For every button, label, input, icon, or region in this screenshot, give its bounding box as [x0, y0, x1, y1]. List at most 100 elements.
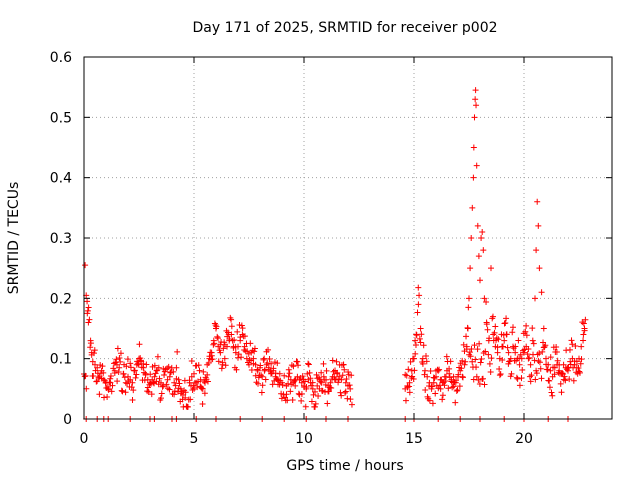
data-point — [221, 355, 228, 362]
data-point — [528, 372, 535, 379]
data-point — [553, 344, 560, 351]
data-point — [499, 356, 506, 363]
data-point — [502, 319, 509, 326]
data-point — [472, 96, 479, 103]
grid — [84, 57, 612, 419]
data-point — [200, 368, 207, 375]
data-point — [116, 364, 123, 371]
data-point — [148, 391, 155, 398]
data-point — [174, 348, 181, 355]
data-point — [219, 359, 226, 366]
data-point — [114, 378, 121, 385]
data-point — [129, 379, 136, 386]
data-point — [113, 356, 120, 363]
data-point — [243, 355, 250, 362]
data-point — [453, 388, 460, 395]
data-point — [261, 355, 268, 362]
data-point — [318, 379, 325, 386]
data-point — [526, 354, 533, 361]
data-point — [216, 347, 223, 354]
data-point — [231, 337, 238, 344]
data-point — [489, 313, 496, 320]
data-point — [198, 385, 205, 392]
data-point — [417, 325, 424, 332]
data-point — [318, 369, 325, 376]
data-point — [184, 403, 191, 410]
data-point — [99, 363, 106, 370]
data-point — [566, 346, 573, 353]
data-point — [484, 326, 491, 333]
data-point — [533, 247, 540, 254]
data-point — [410, 376, 417, 383]
data-point — [529, 325, 536, 332]
data-point — [504, 344, 511, 351]
data-point — [412, 350, 419, 357]
data-point — [135, 361, 142, 368]
data-point — [136, 341, 143, 348]
data-point — [247, 340, 254, 347]
data-point — [104, 394, 111, 401]
data-point — [402, 397, 409, 404]
data-point — [422, 352, 429, 359]
data-point — [112, 359, 119, 366]
data-point — [196, 367, 203, 374]
data-point — [529, 337, 536, 344]
data-point — [315, 374, 322, 381]
data-point — [238, 322, 245, 329]
data-point — [298, 379, 305, 386]
data-point — [154, 353, 161, 360]
data-point — [547, 354, 554, 361]
data-point — [188, 358, 195, 365]
data-point — [420, 342, 427, 349]
data-point — [270, 365, 277, 372]
data-point — [84, 307, 91, 314]
data-point — [226, 336, 233, 343]
data-point — [538, 289, 545, 296]
data-point — [124, 356, 131, 363]
data-point — [283, 391, 290, 398]
data-point — [471, 114, 478, 121]
data-point — [519, 366, 526, 373]
data-point — [101, 394, 108, 401]
data-point — [506, 358, 513, 365]
data-point — [115, 369, 122, 376]
data-point — [158, 395, 164, 402]
data-point — [323, 367, 330, 374]
data-point — [466, 349, 473, 356]
data-point — [540, 325, 547, 332]
data-point — [535, 222, 542, 229]
data-point — [298, 397, 305, 404]
data-point — [570, 364, 577, 371]
data-point — [439, 392, 446, 399]
data-point — [340, 361, 347, 368]
data-point — [492, 323, 499, 330]
data-point — [485, 351, 492, 358]
data-point — [328, 384, 335, 391]
data-point — [94, 378, 101, 385]
data-point — [503, 315, 510, 322]
data-point — [437, 385, 444, 392]
data-point — [308, 398, 315, 405]
data-point — [524, 351, 531, 358]
data-point — [426, 397, 433, 404]
data-point — [458, 365, 465, 372]
data-point — [564, 364, 571, 371]
data-point — [567, 358, 574, 365]
data-point — [516, 361, 523, 368]
data-point — [187, 396, 194, 403]
data-point — [132, 374, 139, 381]
data-point — [479, 375, 486, 382]
data-point — [543, 361, 550, 368]
data-point — [430, 379, 437, 386]
data-point — [522, 328, 529, 335]
data-point — [207, 349, 214, 356]
data-point — [235, 351, 242, 358]
data-point — [450, 383, 457, 390]
data-point — [342, 389, 349, 396]
data-point — [211, 340, 218, 347]
data-point — [182, 389, 189, 396]
data-point — [445, 385, 452, 392]
data-point — [413, 331, 420, 338]
data-point — [150, 379, 157, 386]
data-point — [285, 380, 292, 387]
